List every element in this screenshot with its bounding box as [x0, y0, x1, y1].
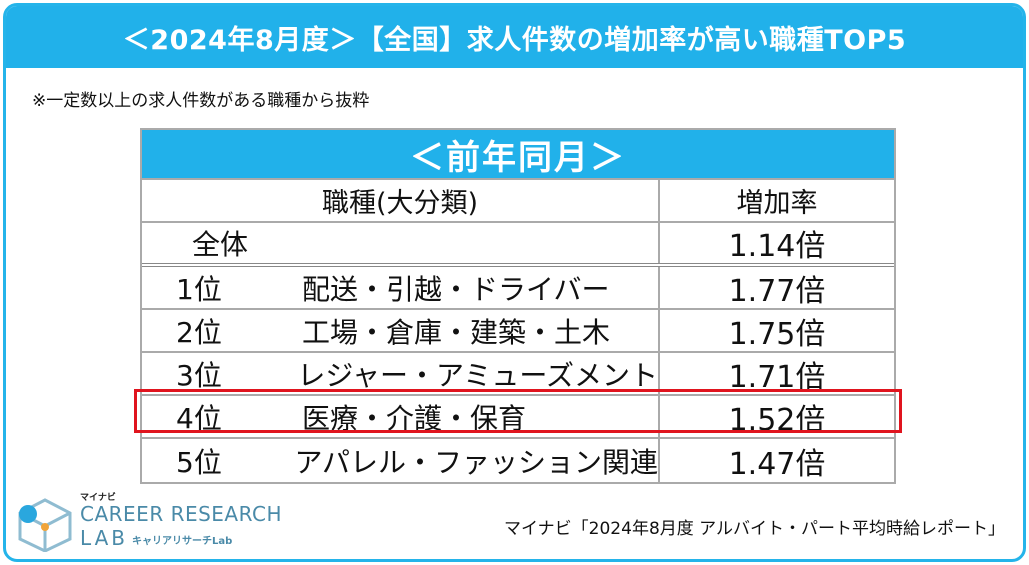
- rate-value: 1.52倍: [728, 402, 826, 438]
- logo-subtitle: キャリアリサーチLab: [132, 536, 233, 547]
- occupation-cell: 4位 医療・介護・保育: [142, 396, 660, 437]
- occupation-name: 配送・引越・ドライバー: [302, 272, 610, 306]
- table-header: ＜前年同月＞: [142, 130, 894, 180]
- table-row-rank-1: 1位 配送・引越・ドライバー 1.77倍: [142, 267, 894, 310]
- occupation-cell: 5位 アパレル・ファッション関連: [142, 439, 660, 482]
- occupation-name: レジャー・アミューズメント: [297, 358, 658, 392]
- table-row-rank-4: 4位 医療・介護・保育 1.52倍: [142, 396, 894, 439]
- cube-logo-icon: [18, 498, 72, 552]
- source-citation: マイナビ「2024年8月度 アルバイト・パート平均時給レポート」: [504, 519, 1005, 539]
- rate-value: 1.75倍: [728, 316, 826, 352]
- rank-label: 4位: [176, 401, 222, 435]
- table-row-rank-5: 5位 アパレル・ファッション関連 1.47倍: [142, 439, 894, 482]
- title-banner: ＜2024年8月度＞【全国】求人件数の増加率が高い職種TOP5: [6, 6, 1023, 68]
- overall-label: 全体: [142, 223, 660, 263]
- infographic-frame: ＜2024年8月度＞【全国】求人件数の増加率が高い職種TOP5 ※一定数以上の求…: [3, 3, 1026, 562]
- occupation-name: 工場・倉庫・建築・土木: [302, 315, 611, 349]
- rate-value: 1.71倍: [728, 359, 826, 395]
- column-header-rate: 増加率: [736, 188, 818, 219]
- rate-value: 1.47倍: [728, 446, 826, 482]
- occupation-cell: 1位 配送・引越・ドライバー: [142, 267, 660, 308]
- table-row-rank-3: 3位 レジャー・アミューズメント 1.71倍: [142, 353, 894, 396]
- occupation-name: アパレル・ファッション関連: [294, 445, 658, 479]
- rate-value: 1.77倍: [728, 273, 826, 309]
- overall-row: 全体 1.14倍: [142, 223, 894, 267]
- column-header-occupation: 職種(大分類): [142, 180, 660, 221]
- occupation-name: 医療・介護・保育: [302, 401, 527, 435]
- logo-kana: マイナビ: [80, 493, 116, 503]
- column-header-row: 職種(大分類) 増加率: [142, 180, 894, 223]
- occupation-cell: 3位 レジャー・アミューズメント: [142, 353, 660, 394]
- rank-label: 3位: [176, 358, 222, 392]
- overall-value: 1.14倍: [728, 229, 826, 264]
- extraction-note: ※一定数以上の求人件数がある職種から抜粋: [32, 91, 370, 111]
- table-row-rank-2: 2位 工場・倉庫・建築・土木 1.75倍: [142, 310, 894, 353]
- rank-label: 2位: [176, 315, 222, 349]
- ranking-table: ＜前年同月＞ 職種(大分類) 増加率 全体 1.14倍 1位 配送・引越・ドライバ…: [140, 128, 896, 484]
- rank-rows: 1位 配送・引越・ドライバー 1.77倍 2位 工場・倉庫・建築・土木 1.75倍 3位 レジ…: [142, 267, 894, 482]
- career-research-lab-logo: マイナビ CAREER RESEARCH LAB キャリアリサーチLab: [14, 490, 282, 552]
- occupation-cell: 2位 工場・倉庫・建築・土木: [142, 310, 660, 351]
- rank-label: 5位: [176, 445, 222, 479]
- logo-career-research: CAREER RESEARCH: [80, 502, 283, 526]
- rank-label: 1位: [176, 272, 222, 306]
- logo-lab: LAB: [80, 526, 129, 550]
